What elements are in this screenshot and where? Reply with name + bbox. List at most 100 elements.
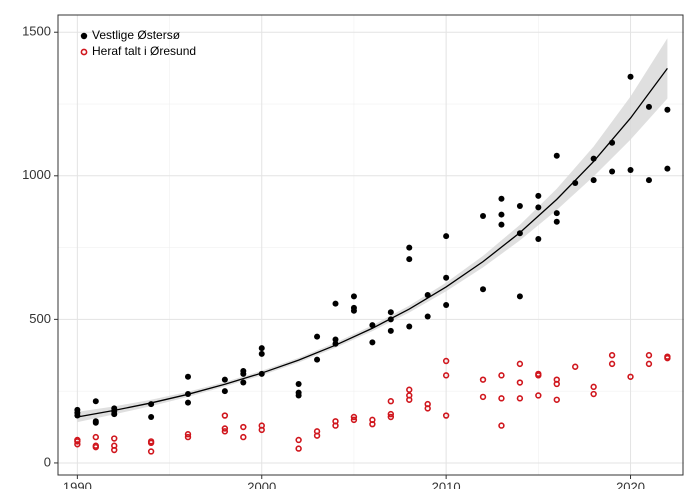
point xyxy=(111,446,118,454)
point xyxy=(553,152,560,159)
legend-label: Heraf talt i Øresund xyxy=(92,44,196,58)
x-tick-label: 2000 xyxy=(247,479,276,489)
point xyxy=(221,428,229,435)
point xyxy=(406,386,413,393)
point xyxy=(184,399,191,406)
point xyxy=(645,352,653,359)
point xyxy=(350,416,358,424)
point xyxy=(609,139,616,146)
point xyxy=(645,103,652,110)
point xyxy=(387,410,395,418)
point xyxy=(258,345,265,352)
point xyxy=(240,370,247,377)
point xyxy=(498,195,505,202)
point xyxy=(295,392,302,399)
point xyxy=(498,395,505,402)
point xyxy=(608,352,616,359)
point xyxy=(498,221,505,228)
point xyxy=(148,413,155,420)
point xyxy=(258,370,265,377)
point xyxy=(498,422,505,429)
point xyxy=(443,302,450,309)
point xyxy=(406,323,413,330)
point xyxy=(369,339,376,346)
point xyxy=(443,274,450,281)
point xyxy=(442,357,450,365)
point xyxy=(184,433,192,441)
point xyxy=(516,293,523,300)
point xyxy=(553,218,560,225)
point xyxy=(387,309,394,316)
point xyxy=(258,350,265,357)
point xyxy=(221,376,228,383)
point xyxy=(74,441,81,448)
legend-marker xyxy=(80,32,88,40)
point xyxy=(240,379,247,386)
point xyxy=(221,412,229,419)
point xyxy=(516,379,524,386)
y-tick-label: 0 xyxy=(44,454,51,469)
point xyxy=(480,286,487,293)
point xyxy=(387,327,394,334)
x-tick-label: 1990 xyxy=(63,479,92,489)
point xyxy=(240,433,247,441)
point xyxy=(424,405,431,412)
point xyxy=(184,391,191,398)
point xyxy=(406,244,413,251)
point xyxy=(590,390,597,398)
point xyxy=(535,392,542,399)
point xyxy=(516,202,523,209)
point xyxy=(314,356,321,363)
point xyxy=(406,256,413,263)
point xyxy=(221,425,229,432)
point xyxy=(387,316,394,323)
point xyxy=(314,333,321,340)
point xyxy=(111,435,118,442)
point xyxy=(627,373,634,380)
point xyxy=(424,291,431,298)
point xyxy=(572,179,579,186)
point xyxy=(240,423,247,431)
point xyxy=(535,235,542,242)
legend: Vestlige Østersø Heraf talt i Øresund xyxy=(80,28,196,58)
point xyxy=(147,439,155,447)
point xyxy=(332,340,339,347)
point xyxy=(590,155,597,162)
point xyxy=(387,398,395,405)
point xyxy=(664,106,671,113)
point xyxy=(516,230,523,237)
point xyxy=(332,422,339,429)
point xyxy=(295,436,302,444)
point xyxy=(92,398,99,405)
point xyxy=(332,336,339,343)
point xyxy=(92,433,99,441)
legend-label: Vestlige Østersø xyxy=(92,28,181,42)
point xyxy=(350,413,358,421)
point xyxy=(74,412,81,419)
x-tick-label: 2020 xyxy=(616,479,645,489)
point xyxy=(221,388,228,395)
point xyxy=(111,411,118,418)
point xyxy=(369,420,376,428)
point xyxy=(480,212,487,219)
point xyxy=(516,360,524,368)
point xyxy=(350,307,357,314)
point xyxy=(645,177,652,184)
point xyxy=(609,168,616,175)
point xyxy=(406,396,413,403)
legend-marker xyxy=(80,48,88,56)
point xyxy=(590,177,597,184)
point xyxy=(553,210,560,217)
point xyxy=(442,372,450,379)
point xyxy=(479,376,487,383)
point xyxy=(535,204,542,211)
point xyxy=(147,448,155,455)
point xyxy=(295,380,302,387)
point xyxy=(553,380,560,388)
point xyxy=(498,211,505,218)
point xyxy=(627,167,634,174)
point xyxy=(608,360,616,368)
point xyxy=(645,360,653,368)
point xyxy=(535,192,542,199)
